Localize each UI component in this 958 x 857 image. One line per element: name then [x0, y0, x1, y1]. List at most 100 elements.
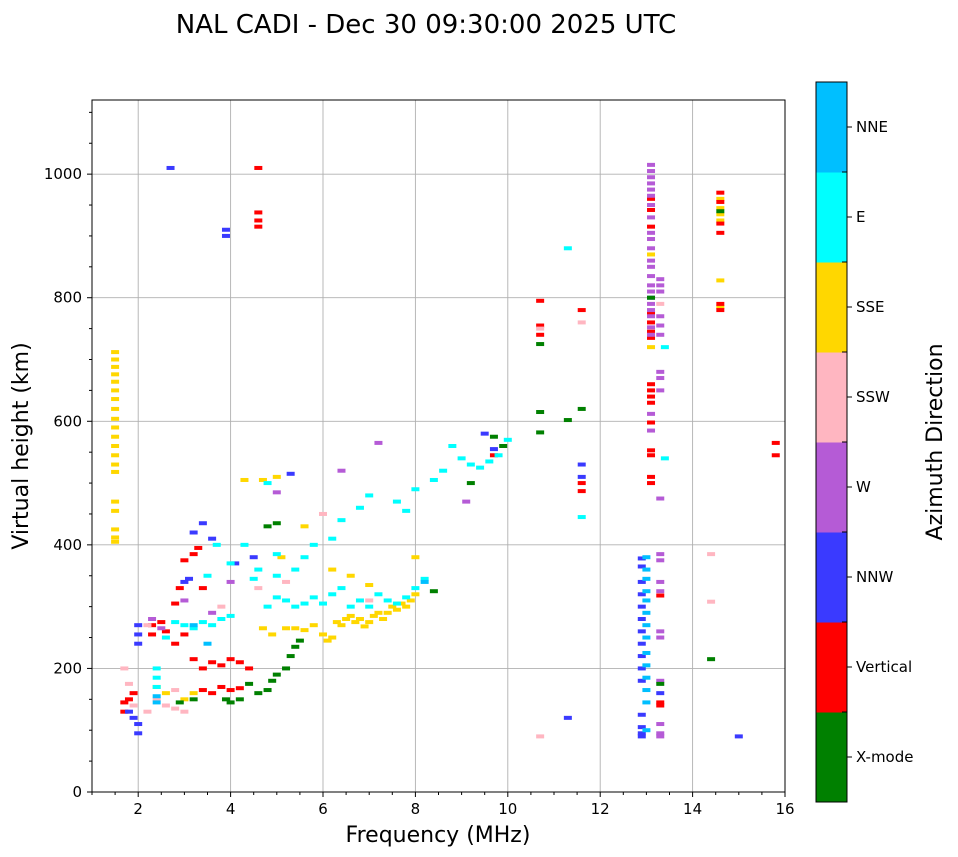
data-point: [134, 731, 143, 736]
colorbar-swatch: [816, 172, 847, 263]
data-point: [111, 379, 120, 384]
data-point: [577, 515, 586, 520]
data-point: [656, 593, 665, 598]
data-point: [263, 524, 272, 529]
data-point: [134, 641, 143, 646]
data-point: [342, 617, 351, 621]
data-point: [489, 447, 498, 452]
data-point: [656, 722, 665, 727]
data-point: [120, 700, 129, 705]
data-point: [323, 638, 332, 643]
data-point: [300, 601, 309, 606]
data-point: [180, 697, 189, 702]
data-point: [111, 444, 120, 448]
data-point: [411, 592, 420, 597]
data-point: [295, 638, 304, 643]
data-point: [111, 397, 120, 402]
data-point: [208, 610, 217, 615]
data-point: [365, 493, 374, 498]
data-point: [462, 499, 471, 504]
data-point: [637, 725, 646, 730]
data-point: [642, 567, 651, 572]
data-point: [152, 694, 161, 699]
data-point: [263, 688, 272, 693]
data-point: [647, 283, 656, 288]
data-point: [180, 558, 189, 563]
data-point: [360, 624, 369, 629]
x-tick-label: 10: [498, 800, 517, 818]
data-point: [111, 350, 120, 355]
data-point: [355, 505, 364, 510]
data-point: [637, 678, 646, 683]
data-point: [235, 686, 244, 691]
data-point: [647, 162, 656, 167]
data-point: [180, 598, 189, 603]
y-tick-label: 600: [53, 412, 82, 430]
data-point: [124, 709, 133, 714]
data-point: [656, 691, 665, 696]
data-point: [111, 539, 120, 544]
data-point: [647, 394, 656, 399]
data-point: [263, 604, 272, 609]
data-point: [656, 496, 665, 501]
data-point: [332, 620, 341, 625]
data-point: [392, 601, 401, 606]
data-point: [226, 613, 235, 618]
data-point: [337, 468, 346, 473]
data-point: [208, 691, 217, 696]
data-point: [489, 453, 498, 458]
data-point: [161, 691, 170, 696]
data-point: [392, 607, 401, 612]
data-point: [134, 722, 143, 727]
data-point: [226, 579, 235, 584]
data-point: [660, 345, 669, 350]
data-point: [319, 632, 327, 637]
data-point: [346, 613, 355, 618]
data-point: [171, 641, 180, 646]
colorbar-label: Vertical: [856, 658, 912, 676]
data-point: [272, 672, 281, 677]
data-point: [254, 691, 263, 696]
data-point: [268, 632, 277, 637]
data-point: [642, 576, 651, 581]
data-point: [388, 604, 397, 609]
data-point: [208, 660, 217, 665]
data-point: [771, 440, 780, 445]
data-point: [536, 734, 545, 739]
data-point: [319, 511, 327, 516]
data-point: [485, 459, 494, 464]
data-point: [536, 326, 545, 331]
data-point: [716, 221, 725, 226]
data-point: [198, 620, 207, 625]
y-tick-label: 0: [72, 783, 82, 801]
data-point: [245, 666, 254, 671]
data-point: [392, 499, 401, 504]
data-point: [374, 610, 383, 615]
data-point: [254, 224, 263, 229]
data-point: [647, 311, 656, 316]
data-point: [134, 632, 143, 637]
series-ssw: [120, 301, 716, 739]
data-point: [637, 617, 646, 621]
data-point: [189, 623, 198, 628]
data-point: [716, 190, 725, 195]
colorbar-label: SSE: [856, 298, 885, 316]
data-point: [466, 481, 475, 486]
data-point: [258, 477, 267, 482]
data-point: [411, 586, 420, 591]
data-point: [656, 629, 665, 634]
data-point: [337, 586, 346, 591]
data-point: [180, 623, 189, 628]
data-point: [577, 406, 586, 411]
data-point: [328, 592, 337, 597]
data-point: [656, 283, 665, 288]
data-point: [577, 481, 586, 486]
data-point: [152, 697, 161, 702]
data-point: [189, 626, 198, 631]
data-point: [175, 586, 184, 591]
data-point: [647, 481, 656, 486]
data-point: [637, 641, 646, 646]
data-point: [282, 626, 291, 631]
data-point: [647, 308, 656, 313]
data-point: [429, 589, 438, 594]
